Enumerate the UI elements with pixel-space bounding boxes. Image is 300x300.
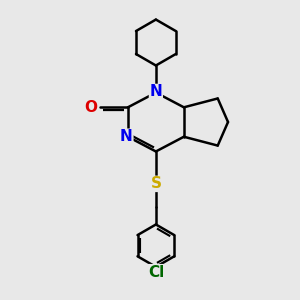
Text: N: N bbox=[120, 129, 133, 144]
Text: O: O bbox=[84, 100, 97, 115]
Text: N: N bbox=[149, 85, 162, 100]
Text: Cl: Cl bbox=[148, 265, 164, 280]
Text: S: S bbox=[150, 176, 161, 191]
